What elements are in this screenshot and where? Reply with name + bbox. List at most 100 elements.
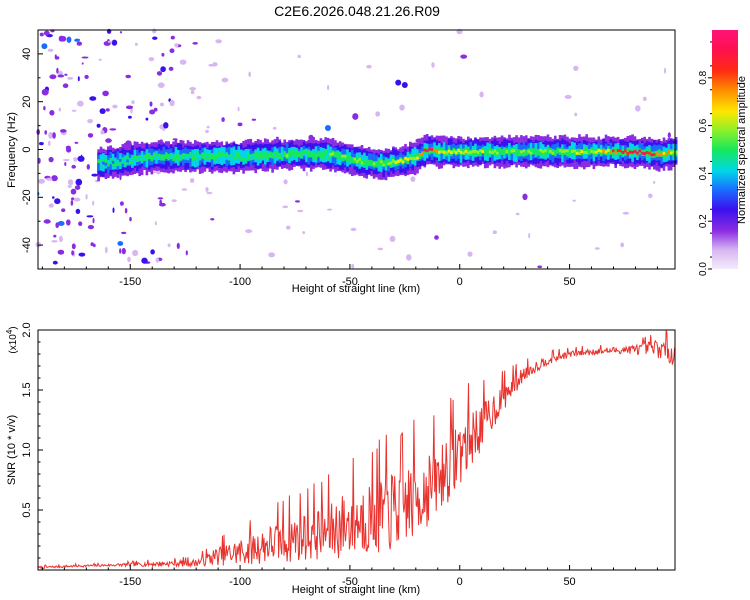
noise-cell <box>119 248 122 254</box>
noise-cell <box>73 197 81 202</box>
ridge-cell <box>133 158 137 162</box>
noise-cell <box>149 109 156 115</box>
ridge-cell <box>268 151 272 158</box>
snr-axes: -150 -100 -50 0 50 0.5 1.0 1.5 2.0 <box>21 322 658 588</box>
noise-cell <box>522 193 528 200</box>
ridge-cell <box>300 153 303 157</box>
ridge-cell <box>445 151 448 155</box>
ridge-cell <box>360 161 364 165</box>
ridge-cell <box>208 155 212 159</box>
ridge-cell <box>305 154 308 158</box>
noise-cell <box>351 263 355 269</box>
figure-title: C2E6.2026.048.21.26.R09 <box>274 3 440 19</box>
ridge-cell <box>305 150 308 157</box>
ridge-cell <box>631 150 634 154</box>
noise-cell <box>161 52 165 57</box>
noise-cell <box>39 142 44 146</box>
ridge-cell <box>167 156 170 159</box>
noise-cell <box>60 129 67 133</box>
noise-cell <box>574 112 578 117</box>
ridge-cell <box>220 156 224 160</box>
noise-cell <box>159 124 165 130</box>
noise-cell <box>75 208 81 214</box>
noise-cell <box>157 82 165 88</box>
ridge-cell <box>387 162 390 166</box>
ridge-cell <box>573 149 576 153</box>
noise-cell <box>221 77 229 83</box>
ridge-cell <box>131 158 134 162</box>
noise-cell <box>131 100 135 104</box>
ridge-cell <box>121 159 125 163</box>
ridge-cell <box>307 149 311 156</box>
ridge-cell <box>201 155 204 159</box>
noise-cell <box>48 156 54 163</box>
ridge-cell <box>343 154 347 158</box>
noise-cell <box>71 109 77 112</box>
snr-scale-suffix: ) <box>8 326 19 329</box>
noise-cell <box>44 130 47 135</box>
ridge-cell <box>128 158 132 165</box>
ridge-cell <box>326 153 330 157</box>
ridge-cell <box>148 155 151 159</box>
ridge-cell <box>592 150 596 154</box>
ridge-cell <box>665 153 668 157</box>
noise-cell <box>66 219 71 226</box>
feature-cell <box>401 81 408 88</box>
ridge-cell <box>628 150 632 154</box>
ridge-cell <box>389 161 393 165</box>
noise-cell <box>47 48 54 52</box>
ridge-cell <box>162 154 166 161</box>
spectrogram-y-tick-label: 0 <box>21 146 33 152</box>
noise-cell <box>65 145 71 150</box>
noise-cell <box>54 54 57 60</box>
noise-cell <box>642 96 647 101</box>
ridge-cell <box>423 148 427 152</box>
ridge-cell <box>396 160 400 163</box>
ridge-cell <box>184 156 187 159</box>
ridge-cell <box>225 152 228 159</box>
spectrogram-axes: -150 -100 -50 0 50 -40 -20 0 20 40 <box>21 29 658 288</box>
colorbar-ticks: 0.0 0.2 0.4 0.6 0.8 <box>698 41 712 276</box>
ridge-cell <box>358 158 361 162</box>
noise-cell <box>99 108 106 114</box>
noise-cell <box>159 202 166 207</box>
ridge-cell <box>380 160 383 164</box>
ridge-cell <box>220 152 224 159</box>
noise-cell <box>55 222 59 229</box>
snr-series-line <box>37 330 676 570</box>
noise-cell <box>352 113 359 120</box>
ridge-cell <box>648 151 651 155</box>
ridge-cell <box>669 151 673 155</box>
ridge-cell <box>372 162 376 166</box>
noise-cell <box>206 191 213 195</box>
noise-cell <box>120 201 124 206</box>
ridge-cell <box>624 149 627 156</box>
ridge-cell <box>273 152 277 156</box>
ridge-cell <box>276 152 279 156</box>
noise-cell <box>155 257 160 263</box>
ridge-cell <box>317 152 320 156</box>
snr-y-tick-label: 1.0 <box>21 442 33 457</box>
ridge-cell <box>583 151 586 154</box>
ridge-cell <box>544 149 547 153</box>
ridge-cell <box>556 149 559 153</box>
ridge-cell <box>517 150 521 157</box>
ridge-cell <box>568 152 572 155</box>
ridge-cell <box>319 152 323 156</box>
ridge-cell <box>218 152 221 159</box>
ridge-cell <box>561 150 564 153</box>
ridge-cell <box>114 160 117 167</box>
ridge-cell <box>532 150 535 153</box>
noise-cell <box>37 157 41 164</box>
noise-cell <box>176 242 180 249</box>
ridge-cell <box>570 150 574 153</box>
ridge-cell <box>496 151 499 155</box>
colorbar-tick-label: 0.8 <box>698 70 709 84</box>
noise-cell <box>327 84 330 91</box>
ridge-cell <box>406 157 410 161</box>
noise-cell <box>57 221 65 226</box>
noise-cell <box>56 67 59 74</box>
ridge-cell <box>672 150 675 154</box>
noise-cell <box>460 54 468 59</box>
noise-cell <box>434 235 439 240</box>
